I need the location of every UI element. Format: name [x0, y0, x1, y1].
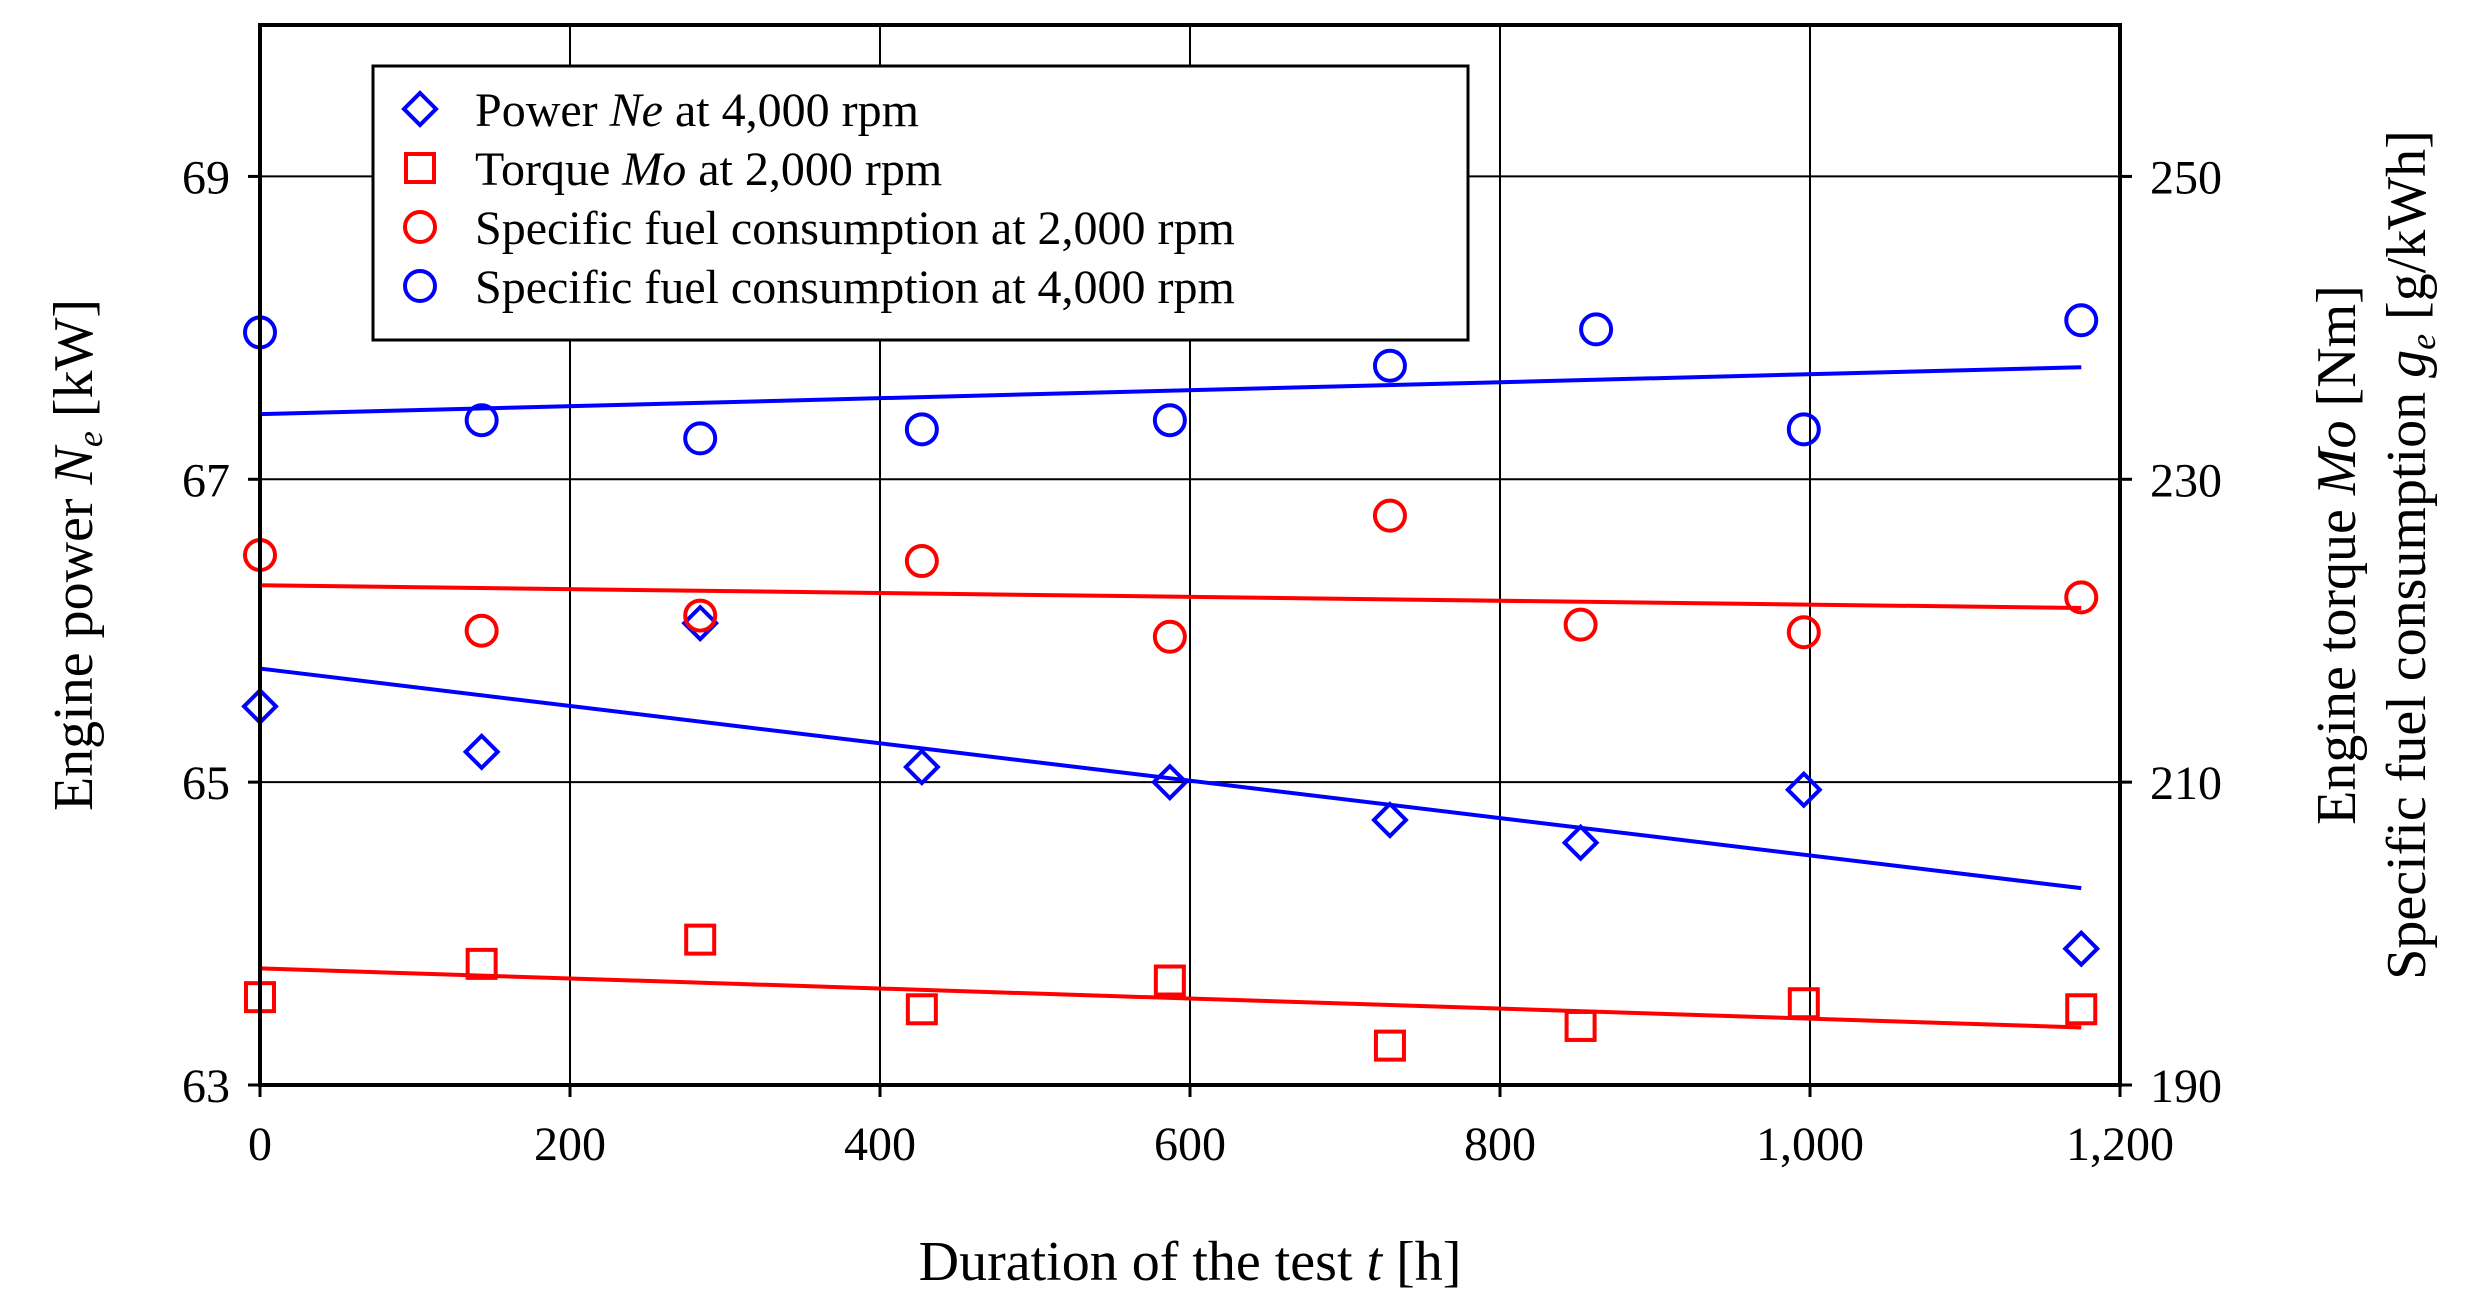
- axis-ticks: 0 200 400 600 800 1,000 1,200 63 65 67 69 190 210 230…: [182, 151, 2222, 1171]
- x-tick-label: 1,200: [2066, 1118, 2174, 1171]
- point-power-4000: [1151, 763, 1189, 801]
- point-sfc-4000: [2064, 303, 2099, 338]
- legend-markers: [401, 90, 439, 303]
- point-power-4000: [1371, 801, 1409, 839]
- point-power-4000: [903, 748, 941, 786]
- y-right-axis-label-sfc: Specific fuel consumption ge [g/kWh]: [2376, 130, 2443, 980]
- point-torque-2000: [905, 993, 938, 1026]
- point-sfc-2000: [2064, 580, 2099, 615]
- point-sfc-4000: [683, 421, 718, 456]
- legend: Power Ne at 4,000 rpm Torque Mo at 2,000…: [371, 64, 1470, 342]
- point-torque-2000: [684, 923, 717, 956]
- point-power-4000: [1784, 770, 1823, 809]
- point-sfc-4000: [464, 403, 499, 438]
- data-markers: [241, 303, 2101, 1062]
- legend-box: [371, 64, 1470, 342]
- point-sfc-2000: [464, 613, 499, 648]
- point-sfc-4000: [1786, 412, 1821, 447]
- point-torque-2000: [1564, 1009, 1597, 1042]
- legend-marker-sfc-4000: [403, 269, 437, 303]
- y-left-tick-label: 67: [182, 454, 230, 507]
- x-tick-label: 0: [248, 1118, 272, 1171]
- point-power-4000: [2062, 929, 2101, 968]
- point-sfc-2000: [904, 544, 939, 579]
- y-right-tick-label: 190: [2150, 1060, 2222, 1113]
- x-axis-label: Duration of the test t [h]: [919, 1231, 1462, 1293]
- trend-line-sfc-4000: [259, 365, 2082, 417]
- trend-line-torque-2000: [259, 966, 2082, 1030]
- x-tick-label: 600: [1154, 1118, 1226, 1171]
- x-tick-label: 400: [844, 1118, 916, 1171]
- y-right-tick-label: 230: [2150, 454, 2222, 507]
- point-sfc-4000: [904, 412, 939, 447]
- point-torque-2000: [2065, 993, 2098, 1026]
- point-torque-2000: [1787, 987, 1820, 1020]
- legend-label-power: Power Ne at 4,000 rpm: [475, 84, 919, 137]
- point-torque-2000: [465, 947, 498, 980]
- legend-label-torque: Torque Mo at 2,000 rpm: [475, 143, 942, 196]
- point-sfc-2000: [1786, 615, 1821, 650]
- point-sfc-4000: [1152, 403, 1187, 438]
- x-tick-label: 1,000: [1756, 1118, 1864, 1171]
- legend-marker-torque-2000: [404, 152, 436, 184]
- y-left-tick-label: 69: [182, 151, 230, 204]
- trend-lines: [259, 365, 2082, 1030]
- y-left-axis-label: Engine power Ne [kW]: [43, 299, 110, 811]
- point-torque-2000: [1153, 964, 1186, 997]
- point-sfc-2000: [683, 598, 718, 633]
- y-right-axis-label-torque: Engine torque Mo [Nm]: [2306, 285, 2368, 825]
- trend-line-power-4000: [259, 666, 2082, 891]
- x-tick-label: 200: [534, 1118, 606, 1171]
- legend-marker-power-4000: [401, 90, 439, 128]
- point-sfc-2000: [1563, 607, 1598, 642]
- point-power-4000: [462, 733, 501, 771]
- point-sfc-4000: [1579, 312, 1614, 347]
- point-sfc-2000: [1152, 619, 1187, 654]
- point-power-4000: [681, 604, 720, 642]
- legend-label-sfc-4000: Specific fuel consumption at 4,000 rpm: [475, 261, 1235, 314]
- legend-label-sfc-2000: Specific fuel consumption at 2,000 rpm: [475, 202, 1235, 255]
- x-tick-label: 800: [1464, 1118, 1536, 1171]
- y-right-tick-label: 210: [2150, 757, 2222, 810]
- y-left-tick-label: 63: [182, 1060, 230, 1113]
- point-torque-2000: [1373, 1029, 1406, 1062]
- y-right-tick-label: 250: [2150, 151, 2222, 204]
- trend-line-sfc-2000: [259, 583, 2082, 610]
- legend-marker-sfc-2000: [403, 210, 437, 244]
- point-power-4000: [1561, 823, 1600, 862]
- point-sfc-4000: [1372, 348, 1407, 383]
- y-left-tick-label: 65: [182, 757, 230, 810]
- point-sfc-2000: [1372, 498, 1407, 533]
